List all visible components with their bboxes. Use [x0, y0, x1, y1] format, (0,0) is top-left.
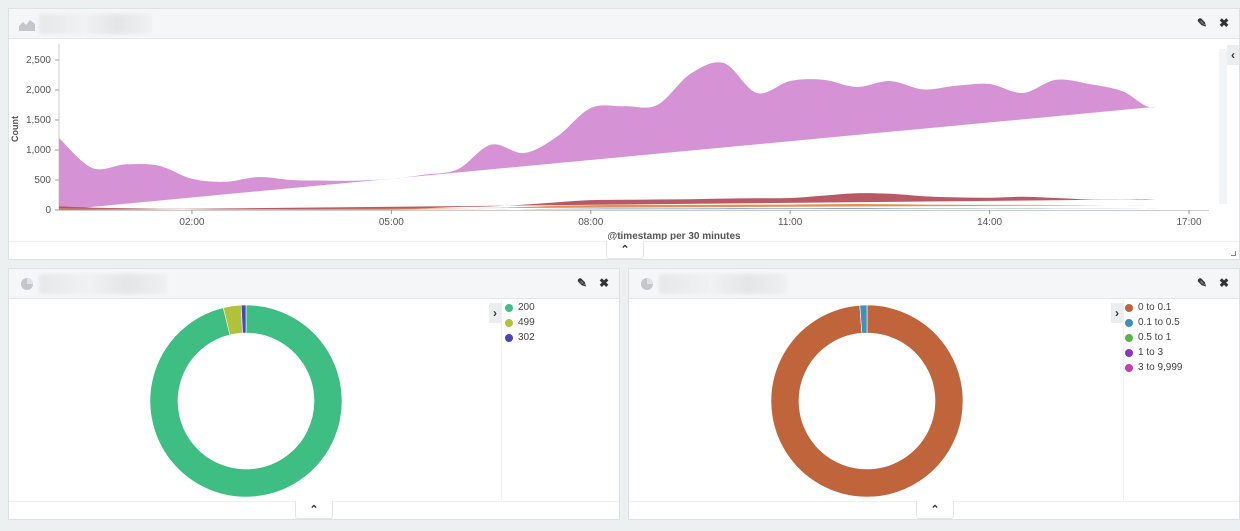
chevron-up-icon: ⌃ [930, 504, 940, 516]
legend-item[interactable]: 0.5 to 1 [1125, 330, 1182, 345]
close-icon[interactable]: ✖ [598, 276, 610, 290]
y-tick-label: 1,000 [26, 145, 51, 156]
x-tick-label: 05:00 [379, 217, 404, 228]
y-tick-label: 2,000 [26, 85, 51, 96]
y-tick-label: 1,500 [26, 115, 51, 126]
chevron-up-icon: ⌃ [309, 504, 319, 516]
legend: 0 to 0.1 0.1 to 0.5 0.5 to 1 1 to 3 3 to 9,9… [1125, 300, 1182, 375]
close-icon[interactable]: ✖ [1218, 16, 1230, 30]
x-axis-label: @timestamp per 30 minutes [607, 231, 741, 240]
legend-item[interactable]: 499 [505, 315, 535, 330]
panel-title [39, 274, 167, 294]
resize-handle[interactable] [1231, 251, 1236, 256]
chevron-left-icon: ‹ [1231, 48, 1235, 62]
x-tick-label: 17:00 [1176, 217, 1201, 228]
area-chart-panel: ✎ ✖ 0 500 1,000 1,500 2,000 2,500 Count 02:00 05… [8, 8, 1240, 260]
x-tick-label: 14:00 [977, 217, 1002, 228]
donut-slice-0-1-to-0-5[interactable] [859, 304, 868, 334]
legend-color-dot [505, 303, 513, 312]
area-chart: 0 500 1,000 1,500 2,000 2,500 Count 02:00 05:00 0… [10, 44, 1209, 240]
area-series-2[interactable] [59, 204, 1156, 210]
pie-chart-icon [21, 278, 33, 290]
area-series-0[interactable] [59, 62, 1156, 210]
response-time-donut-chart [770, 304, 964, 498]
legend-color-dot [1125, 318, 1133, 327]
chevron-right-icon: › [493, 306, 497, 320]
area-series-1[interactable] [59, 193, 1156, 210]
status-pie-panel: ✎ ✖ › 200 499 302 ⌃ [8, 268, 620, 520]
legend-label: 0 to 0.1 [1138, 302, 1172, 313]
legend: 200 499 302 [505, 300, 535, 345]
collapse-button[interactable]: ⌃ [606, 241, 644, 259]
legend-item[interactable]: 200 [505, 300, 535, 315]
legend-color-dot [1125, 333, 1133, 342]
panel-header: ✎ ✖ [9, 9, 1239, 39]
panel-header: ✎ ✖ [629, 269, 1239, 299]
legend-divider [1123, 300, 1124, 500]
status-donut-chart [149, 304, 343, 498]
area-series-3[interactable] [59, 208, 1156, 210]
legend-toggle-button[interactable]: › [1111, 303, 1123, 323]
y-axis-label: Count [10, 116, 20, 142]
pencil-icon[interactable]: ✎ [576, 276, 588, 290]
response-time-pie-panel: ✎ ✖ › 0 to 0.1 0.1 to 0.5 0.5 to 1 1 to 3 3 … [628, 268, 1240, 520]
legend-label: 0.1 to 0.5 [1138, 317, 1180, 328]
legend-item[interactable]: 1 to 3 [1125, 345, 1182, 360]
legend-toggle-button[interactable]: › [489, 303, 501, 323]
y-tick-label: 0 [45, 205, 51, 216]
area-chart-icon [19, 20, 35, 31]
legend-color-dot [1125, 348, 1133, 357]
legend-label: 0.5 to 1 [1138, 332, 1172, 343]
legend-item[interactable]: 3 to 9,999 [1125, 360, 1182, 375]
y-tick-label: 2,500 [26, 55, 51, 66]
pencil-icon[interactable]: ✎ [1196, 16, 1208, 30]
legend-item[interactable]: 0.1 to 0.5 [1125, 315, 1182, 330]
donut-slice-0-to-0-1[interactable] [770, 304, 964, 498]
legend-color-dot [1125, 303, 1133, 312]
panel-title [39, 14, 151, 34]
legend-color-dot [1125, 363, 1133, 372]
legend-label: 1 to 3 [1138, 347, 1164, 358]
donut-slice-200[interactable] [149, 304, 343, 498]
legend-label: 302 [518, 332, 535, 343]
collapse-button[interactable]: ⌃ [295, 501, 333, 519]
legend-item[interactable]: 302 [505, 330, 535, 345]
panel-title [659, 274, 787, 294]
legend-divider [501, 300, 502, 500]
legend-item[interactable]: 0 to 0.1 [1125, 300, 1182, 315]
donut-slice-302[interactable] [240, 304, 247, 334]
legend-label: 3 to 9,999 [1138, 362, 1183, 373]
legend-label: 499 [518, 317, 535, 328]
legend-color-dot [505, 318, 513, 327]
collapse-button[interactable]: ⌃ [916, 501, 954, 519]
x-tick-label: 08:00 [578, 217, 603, 228]
panel-header: ✎ ✖ [9, 269, 619, 299]
chevron-right-icon: › [1115, 306, 1119, 320]
legend-toggle-button[interactable]: ‹ [1227, 45, 1239, 65]
legend-label: 200 [518, 302, 535, 313]
legend-scrollbar[interactable] [1219, 49, 1227, 204]
x-tick-label: 11:00 [778, 217, 803, 228]
pencil-icon[interactable]: ✎ [1196, 276, 1208, 290]
y-tick-label: 500 [34, 175, 51, 186]
pie-chart-icon [641, 278, 653, 290]
chevron-up-icon: ⌃ [620, 244, 630, 256]
x-tick-label: 02:00 [179, 217, 204, 228]
legend-color-dot [505, 333, 513, 342]
close-icon[interactable]: ✖ [1218, 276, 1230, 290]
